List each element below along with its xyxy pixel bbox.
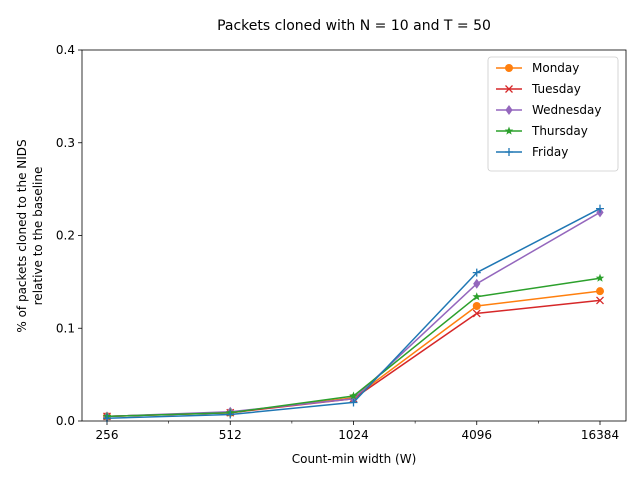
data-point-monday [596, 287, 604, 296]
data-point-wednesday [473, 278, 481, 289]
series-line-wednesday [106, 211, 601, 418]
data-point-tuesday [596, 296, 604, 305]
y-tick-label: 0.1 [56, 321, 75, 335]
data-point-friday [596, 204, 604, 213]
legend-label-friday: Friday [532, 145, 568, 159]
chart-title: Packets cloned with N = 10 and T = 50 [217, 18, 491, 34]
legend-label-wednesday: Wednesday [532, 103, 601, 117]
y-tick-label: 0.4 [56, 43, 75, 57]
legend-label-thursday: Thursday [531, 124, 588, 138]
y-tick-label: 0.2 [56, 229, 75, 243]
x-tick-label: 1024 [338, 428, 369, 442]
legend: Monday Tuesday Wednesday Thursday Friday [487, 56, 619, 172]
data-point-friday [472, 268, 481, 277]
legend-label-tuesday: Tuesday [531, 82, 581, 96]
x-tick-label: 4096 [461, 428, 492, 442]
legend-marker-monday [505, 64, 513, 72]
x-tick-label: 512 [219, 428, 242, 442]
legend-label-monday: Monday [532, 61, 579, 75]
y-axis-label-line-1: % of packets cloned to the NIDS [15, 139, 29, 332]
legend-marker-wednesday [505, 105, 513, 115]
axes-frame [81, 49, 627, 422]
legend-marker-friday [505, 148, 513, 156]
x-tick-label: 256 [96, 428, 119, 442]
plot-area: 256 512 1024 4096 16384 0.0 0.1 0.2 0.3 0.4 [56, 43, 627, 442]
y-tick-label: 0.0 [56, 414, 75, 428]
data-point-monday [472, 301, 481, 310]
data-point-thursday [595, 273, 605, 282]
data-point-thursday [472, 292, 482, 301]
data-point-friday [349, 398, 358, 407]
y-axis-label-line-2: relative to the baseline [31, 167, 45, 306]
data-point-friday [226, 410, 235, 419]
y-tick-label: 0.3 [56, 136, 75, 150]
legend-marker-tuesday [505, 85, 513, 93]
legend-box [487, 56, 619, 172]
series-line-friday [106, 207, 601, 419]
x-tick-label: 16384 [581, 428, 619, 442]
x-axis-label: Count-min width (W) [292, 452, 417, 466]
data-point-tuesday [472, 309, 481, 318]
data-point-thursday [349, 391, 358, 400]
legend-marker-thursday [504, 126, 514, 135]
